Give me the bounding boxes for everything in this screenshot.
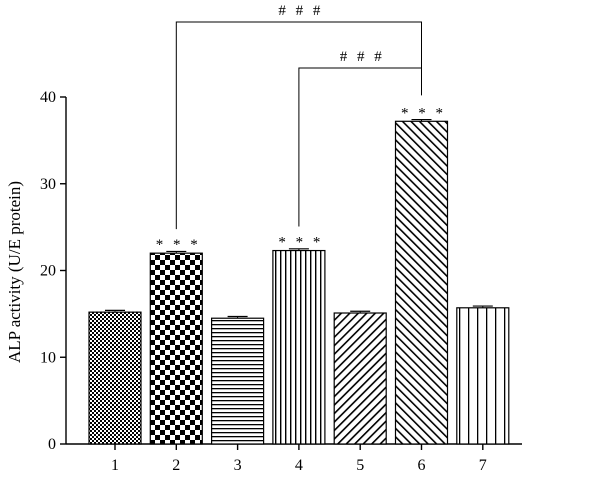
bracket-label: # # # (340, 49, 385, 65)
y-tick-label: 0 (48, 436, 56, 453)
bar-6 (394, 120, 449, 445)
significance-marker: * * * (156, 237, 201, 253)
x-tick-label: 6 (418, 457, 426, 474)
bar-3 (211, 317, 265, 445)
comparison-bracket (298, 67, 422, 227)
comparison-bracket (175, 21, 422, 230)
x-tick-label: 1 (111, 457, 119, 474)
y-tick-label: 20 (40, 263, 56, 280)
significance-marker: * * * (278, 235, 323, 251)
bar-7 (456, 307, 510, 445)
bar-1 (88, 311, 142, 445)
y-axis-title: ALP activity (U/E protein) (5, 181, 24, 363)
y-tick-label: 10 (40, 349, 56, 366)
x-tick-label: 4 (295, 457, 303, 474)
bracket-label: # # # (278, 3, 323, 19)
x-tick-label: 7 (479, 457, 487, 474)
bar-4 (272, 249, 326, 445)
plot-area: 0 10 20 30 40 1 2 3 4 5 6 7 * * * * * * * * * # # # # # … (40, 3, 522, 474)
y-tick-label: 30 (40, 176, 56, 193)
bar-5 (333, 312, 387, 445)
bar-2 (149, 252, 203, 445)
x-tick-label: 2 (172, 457, 180, 474)
x-tick-label: 5 (356, 457, 364, 474)
x-tick-label: 3 (234, 457, 242, 474)
significance-marker: * * * (401, 105, 446, 121)
y-tick-label: 40 (40, 89, 56, 106)
